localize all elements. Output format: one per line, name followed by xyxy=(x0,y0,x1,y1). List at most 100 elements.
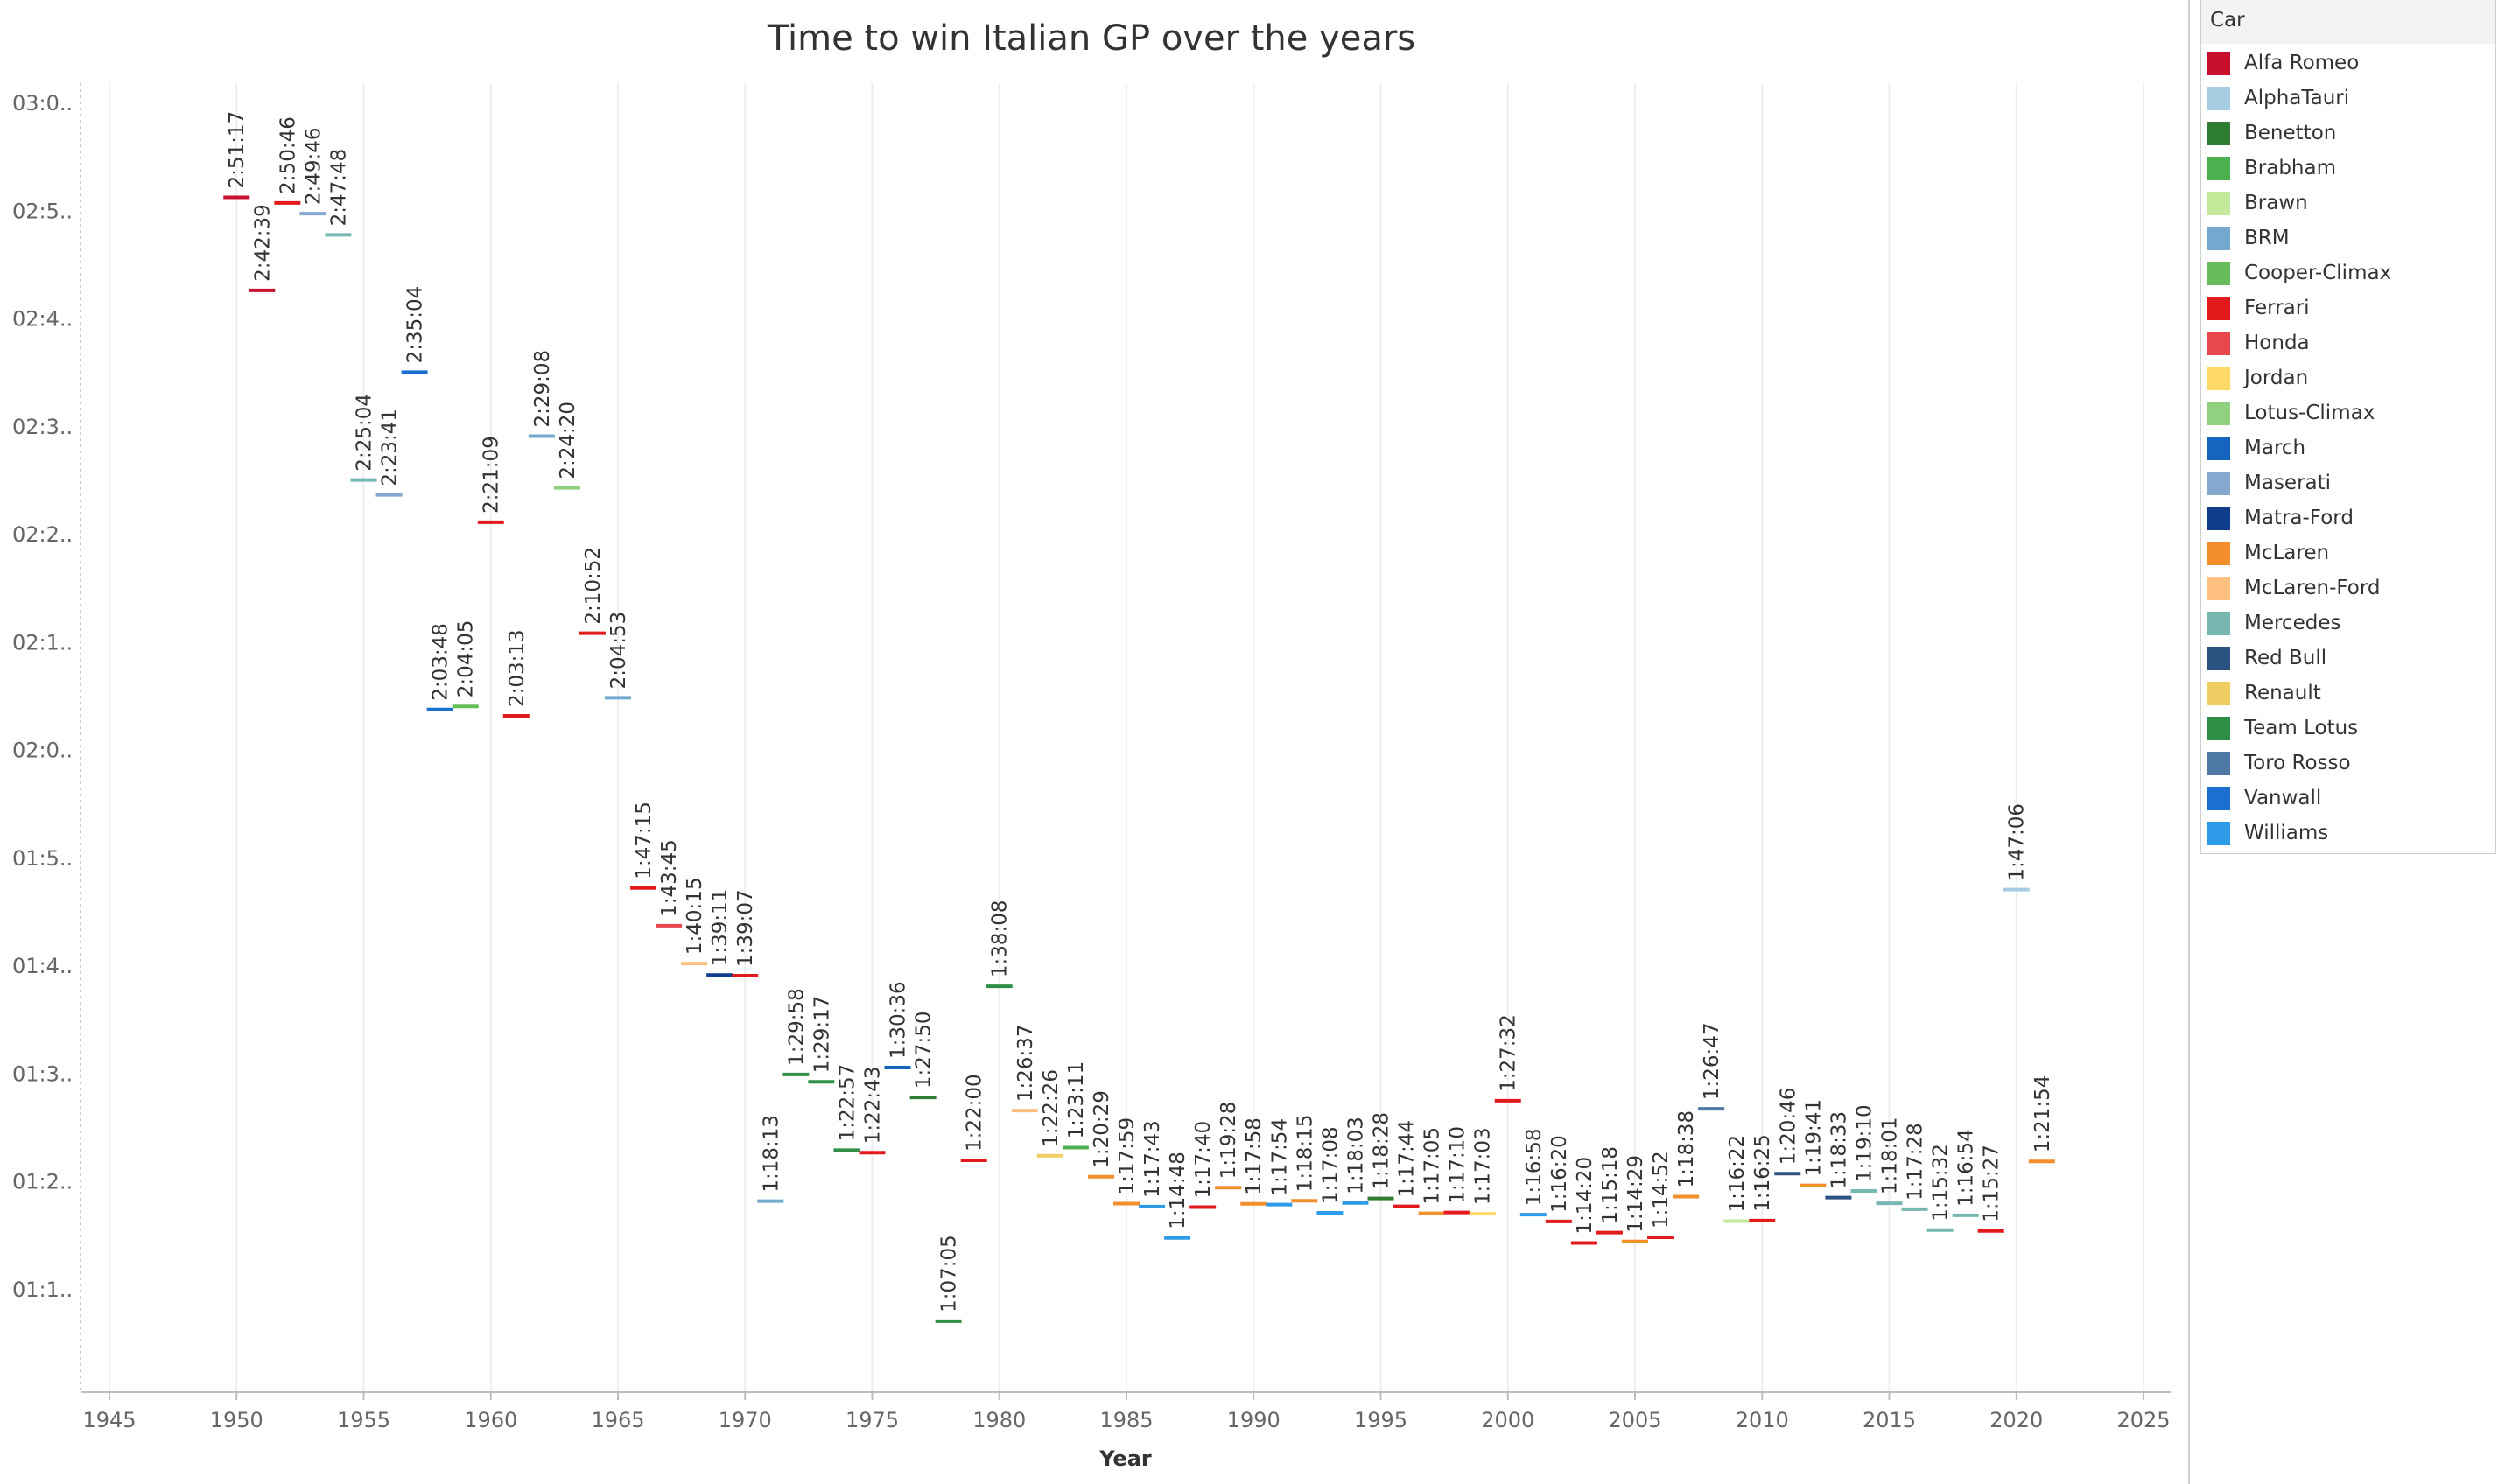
x-tick-label: 1955 xyxy=(337,1408,390,1432)
legend-swatch xyxy=(2207,716,2230,740)
legend-item[interactable]: Lotus-Climax xyxy=(2207,396,2375,430)
legend-item[interactable]: Red Bull xyxy=(2207,640,2326,676)
legend-item[interactable]: Maserati xyxy=(2207,466,2331,500)
legend-item[interactable]: Alfa Romeo xyxy=(2207,46,2359,80)
data-label: 1:27:32 xyxy=(1498,1014,1520,1092)
data-label: 1:20:29 xyxy=(1091,1090,1113,1168)
data-label: 1:30:36 xyxy=(888,981,910,1059)
x-axis-ticks: 1945 1950 1955 1960 1965 1970 1975 1980 1985 1990… xyxy=(82,1392,2171,1432)
legend-item[interactable]: Matra-Ford xyxy=(2207,500,2354,536)
legend-label: Toro Rosso xyxy=(2244,752,2351,774)
data-label: 2:04:05 xyxy=(455,620,478,698)
legend-label: Honda xyxy=(2244,332,2310,354)
pane-divider[interactable] xyxy=(2188,0,2190,1484)
legend-item[interactable]: McLaren xyxy=(2207,536,2329,570)
data-label: 2:03:13 xyxy=(506,629,529,707)
data-label: 1:17:54 xyxy=(1268,1118,1291,1196)
legend-item[interactable]: Honda xyxy=(2207,326,2310,360)
y-tick-label: 02:3.. xyxy=(12,415,73,439)
legend-swatch xyxy=(2207,471,2230,495)
legend-swatch xyxy=(2207,401,2230,425)
data-label: 1:18:28 xyxy=(1371,1112,1393,1190)
legend-swatch xyxy=(2207,226,2230,250)
legend-item[interactable]: Brawn xyxy=(2207,186,2308,220)
legend-item[interactable]: BRM xyxy=(2207,220,2290,256)
data-label: 2:23:41 xyxy=(379,409,402,486)
legend-item[interactable]: Mercedes xyxy=(2207,606,2340,640)
x-tick-label: 1995 xyxy=(1354,1408,1407,1432)
data-label: 1:16:54 xyxy=(1955,1129,1978,1207)
legend-swatch xyxy=(2207,366,2230,390)
data-label: 1:18:01 xyxy=(1879,1116,1902,1194)
data-label: 1:47:15 xyxy=(633,802,656,879)
legend-swatch xyxy=(2207,331,2230,355)
data-label: 1:19:10 xyxy=(1853,1104,1876,1182)
data-label: 2:10:52 xyxy=(582,547,605,625)
legend-item[interactable]: Team Lotus xyxy=(2207,710,2358,746)
legend-swatch xyxy=(2207,506,2230,530)
y-tick-label: 01:5.. xyxy=(12,846,73,871)
legend-item[interactable]: March xyxy=(2207,430,2305,466)
legend-item[interactable]: Cooper-Climax xyxy=(2207,256,2391,290)
data-label: 2:25:04 xyxy=(354,394,376,472)
legend-swatch xyxy=(2207,191,2230,215)
data-label: 1:47:06 xyxy=(2006,803,2029,881)
legend-item[interactable]: Benetton xyxy=(2207,116,2336,150)
legend-label: Renault xyxy=(2244,682,2321,704)
legend-item[interactable]: Renault xyxy=(2207,676,2321,710)
x-tick-label: 1960 xyxy=(464,1408,517,1432)
y-tick-label: 01:3.. xyxy=(12,1061,73,1086)
legend-swatch xyxy=(2207,261,2230,285)
legend-item[interactable]: Toro Rosso xyxy=(2207,746,2351,780)
data-label: 1:29:17 xyxy=(810,996,833,1074)
legend-item[interactable]: McLaren-Ford xyxy=(2207,570,2381,606)
data-label: 1:17:28 xyxy=(1905,1123,1927,1200)
data-label: 2:47:48 xyxy=(327,149,350,227)
data-label: 1:17:40 xyxy=(1192,1121,1215,1199)
legend-item[interactable]: Jordan xyxy=(2207,360,2308,396)
data-label: 1:07:05 xyxy=(938,1235,961,1312)
legend-label: McLaren xyxy=(2244,542,2330,564)
x-axis-label: Year xyxy=(1098,1446,1152,1471)
legend-item[interactable]: Ferrari xyxy=(2207,290,2310,326)
x-tick-label: 2000 xyxy=(1481,1408,1534,1432)
x-tick-label: 1975 xyxy=(846,1408,899,1432)
legend-label: Williams xyxy=(2244,822,2329,844)
data-label: 1:22:43 xyxy=(862,1067,885,1144)
legend-item[interactable]: Williams xyxy=(2207,816,2328,850)
legend-item[interactable]: Brabham xyxy=(2207,150,2336,186)
data-label: 1:39:07 xyxy=(734,889,757,967)
x-tick-label: 1980 xyxy=(972,1408,1026,1432)
data-label: 1:27:50 xyxy=(913,1011,936,1088)
x-tick-label: 1950 xyxy=(210,1408,263,1432)
legend-swatch xyxy=(2207,121,2230,145)
legend-swatch xyxy=(2207,786,2230,810)
legend-item[interactable]: Vanwall xyxy=(2207,780,2321,816)
data-label: 1:39:11 xyxy=(709,889,732,967)
legend-label: Benetton xyxy=(2244,122,2337,144)
data-label: 1:29:58 xyxy=(785,988,808,1066)
data-label: 1:26:47 xyxy=(1701,1022,1723,1100)
legend-label: Brawn xyxy=(2244,192,2308,214)
legend-item[interactable]: AlphaTauri xyxy=(2207,80,2349,116)
legend-label: AlphaTauri xyxy=(2244,87,2350,109)
x-tick-label: 2020 xyxy=(1989,1408,2043,1432)
legend-label: Mercedes xyxy=(2244,612,2341,634)
data-label: 1:17:03 xyxy=(1472,1127,1495,1205)
legend-label: BRM xyxy=(2244,227,2290,249)
data-label: 1:22:57 xyxy=(836,1064,859,1142)
x-tick-label: 2025 xyxy=(2116,1408,2170,1432)
data-label: 2:24:20 xyxy=(557,402,579,480)
x-tick-label: 2005 xyxy=(1608,1408,1661,1432)
data-label: 1:16:58 xyxy=(1523,1128,1546,1206)
y-tick-label: 02:0.. xyxy=(12,738,73,763)
data-label: 2:03:48 xyxy=(430,623,453,701)
data-label: 1:17:43 xyxy=(1141,1120,1164,1198)
y-axis-ticks: 03:0.. 02:5.. 02:4.. 02:3.. 02:2.. 02:1.. 02:0… xyxy=(12,91,73,1302)
legend-label: March xyxy=(2244,437,2306,459)
data-label: 1:16:22 xyxy=(1726,1135,1749,1213)
legend-swatch xyxy=(2207,751,2230,775)
legend-swatch xyxy=(2207,681,2230,705)
data-label: 1:38:08 xyxy=(989,900,1012,977)
x-tick-label: 2015 xyxy=(1863,1408,1916,1432)
